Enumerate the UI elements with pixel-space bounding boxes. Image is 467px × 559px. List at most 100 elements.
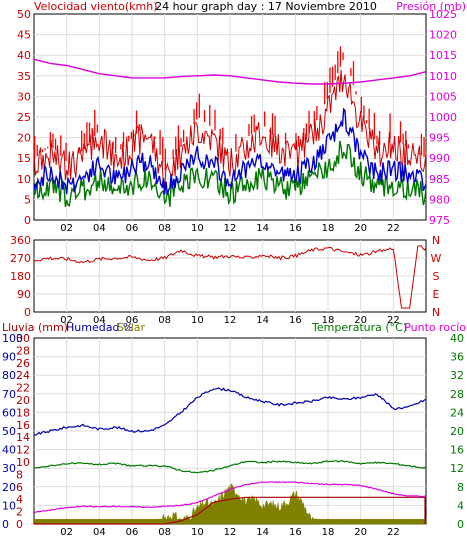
direction-tick-label: 180 (10, 270, 31, 283)
wind-gust-bar (324, 82, 326, 105)
wind-gust-bar (86, 122, 88, 146)
compass-label: N (432, 306, 440, 319)
wind-gust-bar (355, 91, 357, 95)
x-tick-label: 04 (93, 527, 106, 538)
direction-tick-label: 360 (10, 234, 31, 247)
dewpoint-line (33, 481, 427, 514)
wind-gust-bar (399, 121, 402, 143)
wind-speed-line (33, 107, 427, 195)
wind-gust-bar (182, 129, 185, 143)
wind-gust-bar (303, 127, 305, 141)
pressure-tick-label: 975 (429, 214, 450, 227)
x-tick-label: 10 (191, 315, 204, 326)
wind-gust-bar (83, 133, 85, 150)
wind-gust-bar (389, 113, 391, 140)
pressure-tick-label: 990 (429, 152, 450, 165)
wind-tick-label: 30 (17, 90, 31, 103)
humidity-tick-label: 80 (2, 369, 16, 382)
compass-label: E (433, 288, 440, 301)
pressure-tick-label: 1015 (429, 49, 457, 62)
temperature-tick-label: 20 (450, 425, 464, 438)
humidity-tick-label: 40 (2, 444, 16, 457)
temperature-axis-title: Temperatura (°C) (311, 321, 407, 334)
tick-labels: 0510152025303540455097598098599099510001… (2, 8, 464, 538)
x-tick-label: 08 (158, 223, 171, 234)
wind-tick-label: 50 (17, 8, 31, 21)
wind-gust-bar (41, 149, 44, 153)
wind-gust-bar (172, 149, 174, 159)
wind-gust-bar (54, 138, 57, 151)
temperature-tick-label: 32 (450, 369, 464, 382)
temperature-tick-label: 12 (450, 462, 464, 475)
chart-title: 24 hour graph day : 17 Noviembre 2010 (155, 0, 377, 13)
x-tick-label: 06 (126, 315, 139, 326)
wind-gust-bar (120, 144, 122, 150)
x-tick-label: 06 (126, 527, 139, 538)
compass-label: N (432, 234, 440, 247)
wind-gust-bar (402, 133, 404, 145)
wind-gust-bar (219, 128, 221, 140)
direction-tick-label: 0 (24, 306, 31, 319)
wind-tick-label: 15 (17, 152, 31, 165)
wind-gust-bar (222, 127, 224, 145)
x-tick-label: 18 (322, 315, 335, 326)
wind-gust-bar (128, 135, 130, 142)
wind-tick-label: 0 (24, 214, 31, 227)
wind-gust-bar (60, 135, 62, 156)
rain-tick-label: 14 (16, 431, 30, 444)
wind-gust-bar (331, 66, 334, 87)
wind-gust-bar (81, 130, 83, 152)
wind-gust-bar (122, 132, 125, 147)
wind-gust-bar (203, 110, 206, 122)
rain-tick-label: 20 (16, 394, 30, 407)
pressure-tick-label: 1010 (429, 70, 457, 83)
x-tick-label: 12 (224, 223, 237, 234)
humidity-tick-label: 0 (2, 518, 9, 531)
rain-axis-title: Lluvia (mm) (2, 321, 68, 334)
wind-gust-bar (96, 124, 99, 133)
pressure-tick-label: 995 (429, 132, 450, 145)
rain-tick-label: 12 (16, 444, 30, 457)
x-tick-label: 22 (387, 315, 400, 326)
wind-gust-bar (130, 131, 132, 139)
x-tick-label: 08 (158, 527, 171, 538)
x-tick-label: 02 (60, 315, 73, 326)
rain-tick-label: 2 (16, 506, 23, 519)
x-tick-label: 22 (387, 223, 400, 234)
rain-line (34, 496, 426, 525)
wind-gust-bar (78, 147, 80, 154)
pressure-tick-label: 1000 (429, 111, 457, 124)
wind-gust-bar (360, 96, 362, 113)
wind-gust-bar (373, 113, 376, 140)
pressure-tick-label: 1025 (429, 8, 457, 21)
wind-gust-bar (52, 133, 54, 148)
pressure-line (33, 58, 427, 85)
rain-tick-label: 4 (16, 493, 23, 506)
rain-tick-label: 26 (16, 357, 30, 370)
wind-tick-label: 25 (17, 111, 31, 124)
x-tick-label: 20 (354, 315, 367, 326)
temperature-tick-label: 8 (457, 481, 464, 494)
temperature-tick-label: 40 (450, 332, 464, 345)
rain-tick-label: 0 (16, 518, 23, 531)
wind-tick-label: 40 (17, 49, 31, 62)
wind-gust-bar (420, 133, 423, 156)
wind-gust-bar (88, 122, 91, 143)
x-tick-label: 18 (322, 527, 335, 538)
temperature-tick-label: 16 (450, 444, 464, 457)
x-tick-label: 22 (387, 527, 400, 538)
rain-tick-label: 10 (16, 456, 30, 469)
compass-label: S (433, 270, 440, 283)
wind-gust-bar (115, 137, 117, 154)
dewpoint-axis-title: Punto rocío (404, 321, 466, 334)
wind-gust-bar (193, 109, 195, 124)
x-tick-label: 16 (289, 223, 302, 234)
x-tick-label: 20 (354, 223, 367, 234)
humidity-tick-label: 10 (2, 499, 16, 512)
temperature-tick-label: 0 (457, 518, 464, 531)
humidity-tick-label: 30 (2, 462, 16, 475)
wind-low-line (33, 140, 427, 208)
wind-gust-bar (363, 105, 365, 119)
x-tick-label: 04 (93, 315, 106, 326)
